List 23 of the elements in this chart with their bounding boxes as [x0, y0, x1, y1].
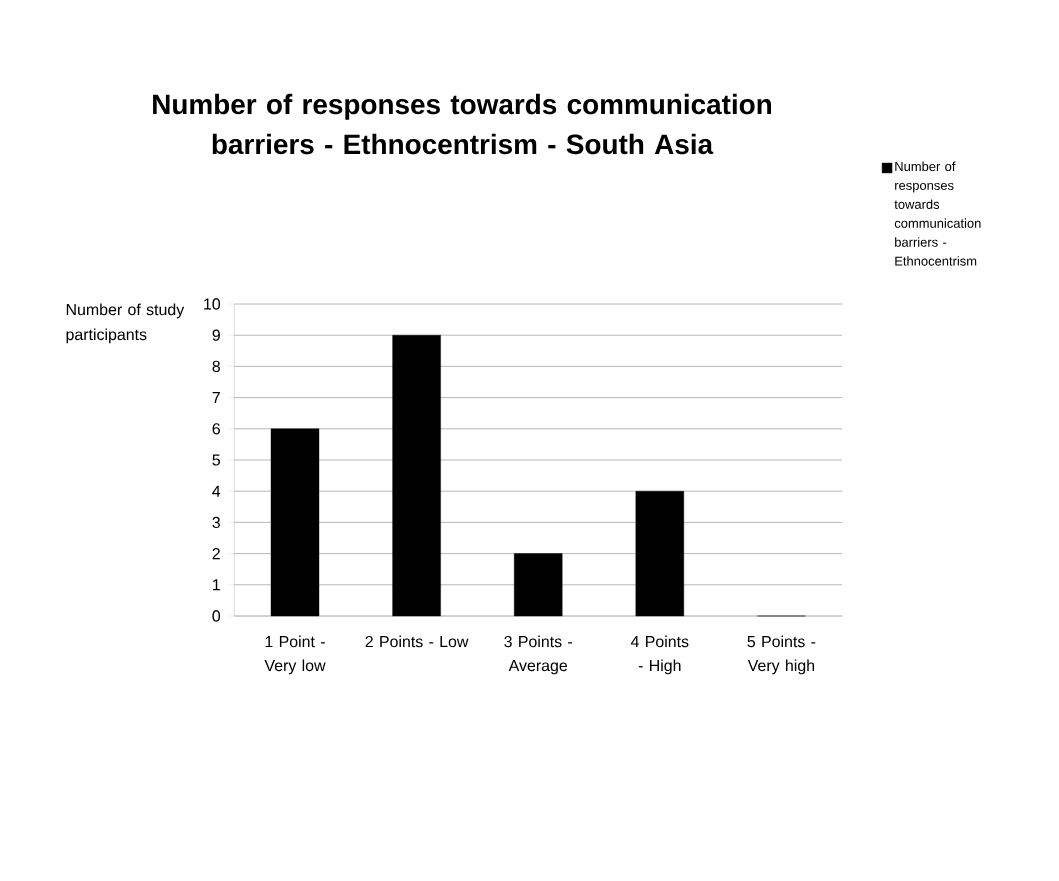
- x-tick-label: 1 Point - Very low: [264, 635, 326, 675]
- y-tick-label: 1: [213, 579, 220, 591]
- x-tick-label: 3 Points - Average: [504, 635, 573, 675]
- bar: [514, 553, 563, 617]
- y-tick-label: 5: [212, 454, 220, 466]
- x-tick-label: 5 Points - Very high: [747, 635, 816, 675]
- legend-label: Number of responses towards communication barriers - Ethnocentrism: [894, 161, 981, 266]
- y-tick-label: 0: [212, 610, 221, 622]
- y-tick-label: 6: [212, 423, 220, 435]
- chart-title: Number of responses towards communication barriers - Ethnocentrism - South Asia: [153, 93, 772, 155]
- bar: [270, 428, 320, 617]
- y-tick-label: 2: [212, 548, 220, 560]
- y-axis-title: Number of study participants: [66, 303, 185, 344]
- x-tick-label: 4 Points - High: [630, 635, 689, 675]
- x-tick-label: 2 Points - Low: [365, 635, 469, 648]
- y-tick-label: 4: [212, 485, 221, 497]
- y-tick-label: 10: [204, 298, 221, 310]
- y-tick-label: 9: [212, 329, 220, 341]
- bar: [635, 491, 684, 617]
- bar: [392, 335, 441, 617]
- y-tick-label: 7: [212, 392, 220, 404]
- y-tick-label: 3: [212, 516, 220, 529]
- y-tick-label: 8: [212, 360, 220, 373]
